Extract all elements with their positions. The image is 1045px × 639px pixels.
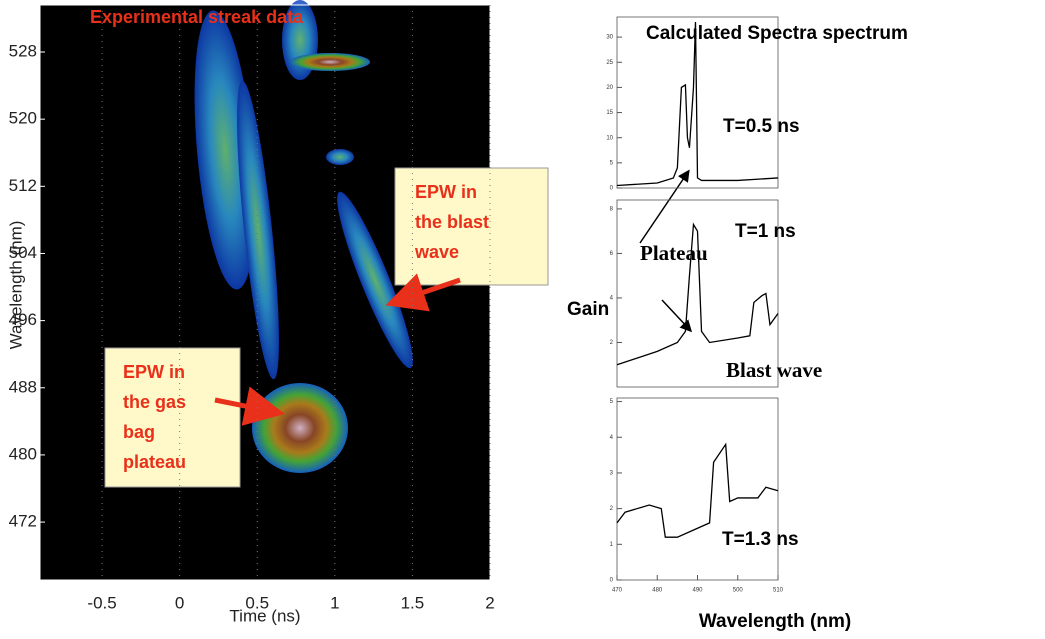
arrow [639, 169, 690, 244]
spectrum-line [616, 22, 779, 187]
streak-image [39, 0, 491, 581]
panel-label: T=1.3 ns [722, 529, 799, 550]
annotation: the gas [123, 392, 186, 412]
annotation: Gain [567, 299, 609, 320]
annotation: wave [414, 242, 459, 262]
y-tick-label: 472 [9, 512, 37, 531]
x-tick-label: -0.5 [87, 593, 116, 612]
y-tick-label: 5 [610, 399, 614, 405]
chart-title: Calculated Spectra spectrum [646, 23, 908, 44]
y-tick-label: 6 [610, 251, 614, 257]
x-tick-label: 1.5 [401, 593, 425, 612]
y-tick-label: 0 [610, 578, 614, 584]
y-tick-label: 4 [610, 296, 614, 302]
y-tick-label: 504 [9, 243, 37, 262]
y-tick-label: 496 [9, 310, 37, 329]
arrow [385, 273, 461, 312]
spectrum-line [616, 442, 779, 538]
y-tick-label: 512 [9, 176, 37, 195]
panel-label: T=1 ns [735, 221, 796, 242]
annotation-box-blast [394, 167, 549, 286]
y-tick-label: 8 [610, 206, 614, 212]
plot-frame [616, 397, 779, 581]
x-axis-label: Wavelength (nm) [699, 611, 851, 632]
annotation: the blast [415, 212, 489, 232]
y-tick-label: 15 [606, 110, 613, 116]
x-axis-label: Time (ns) [229, 606, 300, 625]
y-tick-label: 2 [610, 506, 614, 512]
x-tick-label: 0 [175, 593, 184, 612]
y-tick-label: 0 [610, 186, 614, 192]
y-tick-label: 1 [610, 542, 614, 548]
y-tick-label: 4 [610, 435, 614, 441]
plot-frame [616, 16, 779, 189]
annotation: bag [123, 422, 155, 442]
annotation-box-plateau [104, 347, 241, 488]
x-tick-label: 500 [733, 588, 744, 594]
x-tick-label: 490 [692, 588, 703, 594]
y-tick-label: 20 [606, 85, 613, 91]
spectrum-line [616, 222, 779, 366]
y-tick-label: 5 [610, 160, 614, 166]
annotation: EPW in [123, 362, 185, 382]
x-tick-label: 470 [612, 588, 623, 594]
y-tick-label: 3 [610, 471, 614, 477]
y-tick-label: 528 [9, 41, 37, 60]
annotation: plateau [123, 452, 186, 472]
y-tick-label: 520 [9, 109, 37, 128]
annotation: EPW in [415, 182, 477, 202]
chart-title: Experimental streak data [90, 7, 304, 27]
y-tick-label: 2 [610, 340, 614, 346]
x-tick-label: 2 [485, 593, 494, 612]
panel-label: T=0.5 ns [723, 116, 800, 137]
y-tick-label: 25 [606, 60, 613, 66]
y-axis-label: Wavelength (nm) [6, 221, 25, 350]
x-tick-label: 0.5 [245, 593, 269, 612]
x-tick-label: 480 [652, 588, 663, 594]
arrow [214, 386, 285, 426]
x-tick-label: 510 [773, 588, 784, 594]
annotation: Blast wave [726, 358, 822, 382]
plot-frame [616, 199, 779, 388]
x-tick-label: 1 [330, 593, 339, 612]
y-tick-label: 10 [606, 135, 613, 141]
y-tick-label: 480 [9, 444, 37, 463]
annotation: Plateau [640, 241, 708, 265]
y-tick-label: 488 [9, 377, 37, 396]
y-tick-label: 30 [606, 35, 613, 41]
